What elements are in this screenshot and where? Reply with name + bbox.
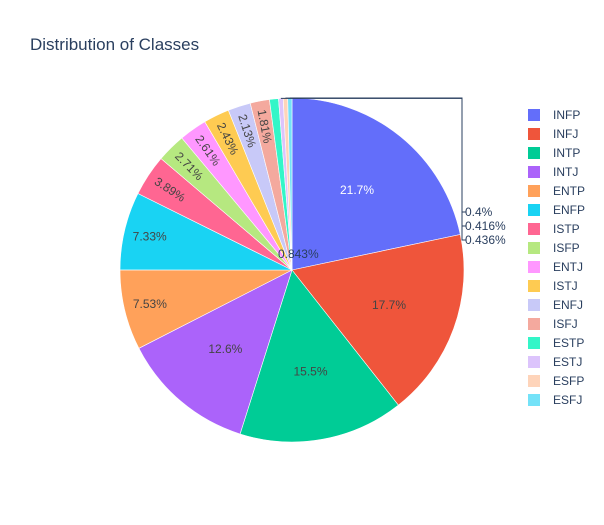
- pie-slices: [119, 97, 465, 443]
- legend-swatch-intj[interactable]: [528, 166, 540, 178]
- legend-swatch-esfj[interactable]: [528, 394, 540, 406]
- legend-swatch-intp[interactable]: [528, 147, 540, 159]
- pie-slice-infp[interactable]: [291, 97, 461, 271]
- chart-title: Distribution of Classes: [30, 35, 199, 54]
- legend-label-isfp[interactable]: ISFP: [553, 241, 580, 255]
- legend-swatch-istp[interactable]: [528, 223, 540, 235]
- legend-swatch-entj[interactable]: [528, 261, 540, 273]
- slice-label-intp: 15.5%: [293, 365, 327, 379]
- legend-label-estj[interactable]: ESTJ: [553, 355, 582, 369]
- legend-label-enfj[interactable]: ENFJ: [553, 298, 583, 312]
- pie-slice-infj[interactable]: [291, 234, 465, 406]
- legend-label-istj[interactable]: ISTJ: [553, 279, 578, 293]
- legend-swatch-istj[interactable]: [528, 280, 540, 292]
- legend-label-estp[interactable]: ESTP: [553, 336, 584, 350]
- legend-label-entj[interactable]: ENTJ: [553, 260, 583, 274]
- slice-label-infp: 21.7%: [340, 183, 374, 197]
- legend-swatch-isfp[interactable]: [528, 242, 540, 254]
- legend-label-istp[interactable]: ISTP: [553, 222, 580, 236]
- legend-label-esfp[interactable]: ESFP: [553, 374, 584, 388]
- legend[interactable]: INFP INFJ INTP INTJ ENTP ENFP ISTP ISFP ENTJ ISTJ…: [528, 108, 585, 407]
- slice-label-esfp: 0.416%: [465, 219, 506, 233]
- legend-label-infp[interactable]: INFP: [553, 108, 580, 122]
- connector-esfj: [289, 97, 466, 213]
- legend-label-intp[interactable]: INTP: [553, 146, 580, 160]
- legend-swatch-esfp[interactable]: [528, 375, 540, 387]
- legend-swatch-isfj[interactable]: [528, 318, 540, 330]
- legend-label-entp[interactable]: ENTP: [553, 184, 585, 198]
- legend-swatch-infj[interactable]: [528, 128, 540, 140]
- slice-label-infj: 17.7%: [372, 298, 406, 312]
- legend-label-enfp[interactable]: ENFP: [553, 203, 585, 217]
- label-connectors: [280, 97, 466, 241]
- legend-swatch-entp[interactable]: [528, 185, 540, 197]
- slice-label-intj: 12.6%: [208, 342, 242, 356]
- legend-swatch-estp[interactable]: [528, 337, 540, 349]
- slice-label-estj: 0.436%: [465, 233, 506, 247]
- pie-slice-intj[interactable]: [138, 269, 293, 435]
- legend-swatch-infp[interactable]: [528, 109, 540, 121]
- slice-label-isfj: 1.81%: [255, 108, 275, 144]
- legend-label-esfj[interactable]: ESFJ: [553, 393, 582, 407]
- slice-label-estp: 0.843%: [278, 247, 319, 261]
- legend-swatch-enfj[interactable]: [528, 299, 540, 311]
- slice-label-enfp: 7.33%: [133, 230, 167, 244]
- legend-label-infj[interactable]: INFJ: [553, 127, 578, 141]
- legend-swatch-enfp[interactable]: [528, 204, 540, 216]
- pie-slice-intp[interactable]: [239, 269, 399, 443]
- legend-label-isfj[interactable]: ISFJ: [553, 317, 578, 331]
- slice-label-entp: 7.53%: [133, 297, 167, 311]
- legend-label-intj[interactable]: INTJ: [553, 165, 578, 179]
- legend-swatch-estj[interactable]: [528, 356, 540, 368]
- slice-label-esfj: 0.4%: [465, 205, 493, 219]
